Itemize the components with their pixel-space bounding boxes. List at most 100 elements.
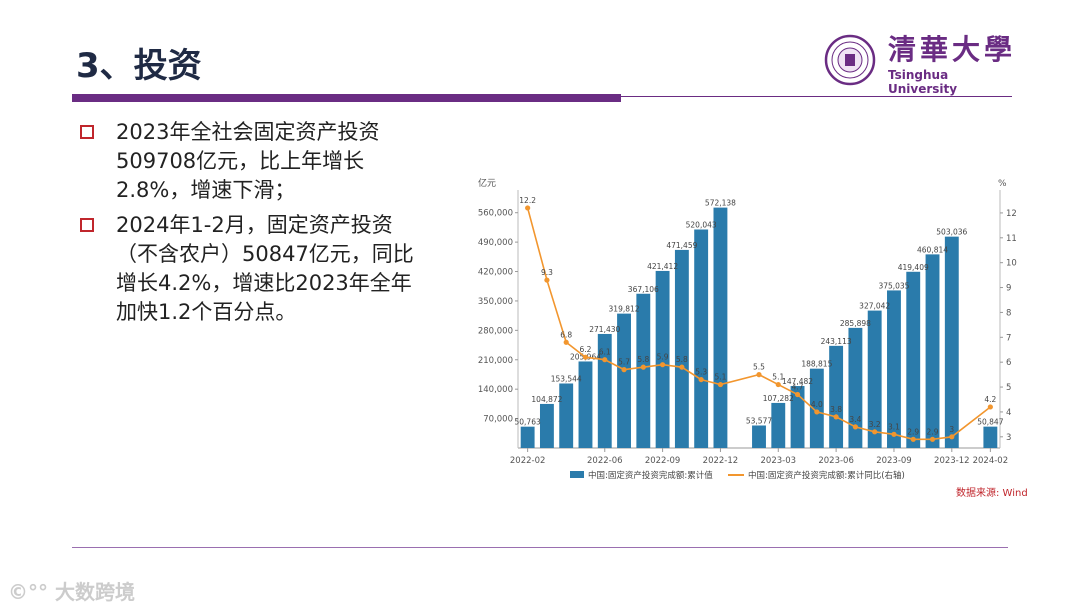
bar-value-label: 503,036	[936, 228, 967, 237]
bar-value-label: 327,042	[859, 302, 890, 311]
line-value-label: 4.2	[984, 395, 996, 404]
left-tick-label: 420,000	[478, 268, 513, 278]
line-point	[891, 431, 897, 437]
line-value-label: 6.8	[560, 330, 572, 339]
left-axis-unit: 亿元	[478, 177, 496, 189]
bar-value-label: 50,847	[977, 418, 1003, 427]
bar-value-label: 243,113	[821, 337, 852, 346]
line-value-label: 3.1	[888, 422, 900, 431]
line-point	[852, 424, 858, 430]
line-value-label: 5.1	[714, 373, 726, 382]
bar-value-label: 53,577	[746, 416, 772, 425]
x-tick-label: 2022-12	[703, 456, 739, 466]
line-value-label: 5.9	[657, 353, 669, 362]
line-value-label: 3.4	[849, 415, 861, 424]
left-tick-label: 70,000	[483, 415, 513, 425]
left-tick-label: 280,000	[478, 326, 513, 336]
line-value-label: 3	[949, 425, 954, 434]
bar	[578, 361, 593, 448]
bar-value-label: 471,459	[666, 241, 697, 250]
legend-line-label: 中国:固定资产投资完成额:累计同比(右轴)	[748, 470, 905, 481]
line-point	[717, 381, 724, 388]
bar	[809, 368, 824, 448]
line-value-label: 12.2	[519, 196, 536, 205]
line-point	[525, 205, 531, 211]
right-axis-unit: %	[998, 179, 1007, 189]
bar	[539, 403, 554, 448]
line-value-label: 5.3	[695, 368, 707, 377]
bullet-text: 2023年全社会固定资产投资509708亿元，比上年增长2.8%，增速下滑；	[116, 120, 380, 202]
slide-title: 3、投资	[76, 46, 202, 86]
title-divider-thin	[621, 96, 1012, 97]
line-point	[679, 364, 685, 370]
line-point	[602, 357, 608, 363]
bar-value-label: 367,106	[628, 285, 659, 294]
x-tick-label: 2023-12	[934, 456, 970, 466]
title-divider-thick	[72, 94, 621, 102]
bar	[617, 313, 631, 448]
line-value-label: 3.8	[830, 405, 842, 414]
line-point	[775, 381, 781, 388]
watermark: ©°° 大数跨境	[8, 576, 135, 605]
left-tick-label: 560,000	[478, 209, 513, 219]
data-source: 数据来源: Wind	[956, 488, 1028, 499]
line-value-label: 4.7	[792, 383, 804, 392]
left-tick-label: 210,000	[478, 356, 513, 366]
right-tick-label: 9	[1006, 284, 1011, 294]
bar-value-label: 104,872	[531, 395, 562, 404]
x-tick-label: 2023-06	[818, 456, 854, 466]
bullet-item: 2024年1-2月，固定资产投资（不含农户）50847亿元，同比增长4.2%，增…	[80, 211, 425, 327]
bar-value-label: 419,409	[898, 263, 929, 272]
line-value-label: 5.7	[618, 358, 630, 367]
bullet-text: 2024年1-2月，固定资产投资（不含农户）50847亿元，同比增长4.2%，增…	[116, 213, 414, 324]
x-tick-label: 2023-03	[761, 456, 797, 466]
line-value-label: 2.9	[927, 427, 939, 436]
bullet-item: 2023年全社会固定资产投资509708亿元，比上年增长2.8%，增速下滑；	[80, 118, 425, 205]
bar-value-label: 271,430	[589, 325, 620, 334]
watermark-logo-icon: ©°°	[8, 580, 48, 604]
bar	[752, 425, 766, 448]
line-value-label: 2.9	[907, 427, 919, 436]
footer-divider	[72, 547, 1008, 548]
bar-value-label: 107,282	[763, 394, 794, 403]
left-tick-label: 140,000	[478, 385, 513, 395]
bar-value-label: 520,043	[686, 220, 717, 229]
line-point	[910, 436, 916, 442]
line-point	[660, 362, 666, 368]
line-point	[621, 367, 627, 373]
bar-value-label: 188,815	[801, 360, 832, 369]
bar-value-label: 572,138	[705, 199, 736, 208]
university-seal-icon	[824, 34, 876, 86]
logo-chinese-name: 清華大學	[888, 33, 1017, 66]
bar	[559, 383, 574, 448]
legend-bar-swatch	[570, 471, 584, 478]
line-value-label: 4.0	[811, 400, 823, 409]
bar	[636, 293, 651, 448]
yoy-growth-line	[526, 207, 991, 441]
line-value-label: 9.3	[541, 268, 553, 277]
bar	[829, 345, 844, 448]
line-value-label: 5.5	[753, 363, 765, 372]
line-value-label: 3.2	[869, 420, 881, 429]
bar-value-label: 285,898	[840, 319, 871, 328]
bullet-square-icon	[80, 218, 94, 232]
bar	[944, 236, 959, 448]
bar	[713, 207, 728, 448]
bullet-square-icon	[80, 125, 94, 139]
university-logo: 清華大學 Tsinghua University	[820, 33, 1020, 96]
bar	[674, 249, 689, 448]
line-point	[756, 372, 762, 378]
bar	[906, 271, 921, 448]
line-value-label: 6.2	[580, 345, 592, 354]
right-tick-label: 3	[1006, 433, 1011, 443]
line-point	[640, 364, 646, 370]
bar	[520, 426, 535, 448]
right-tick-label: 6	[1006, 358, 1011, 368]
line-point	[698, 376, 704, 383]
bar	[694, 229, 709, 448]
bar	[597, 333, 612, 448]
line-point	[987, 404, 993, 410]
line-value-label: 6.1	[599, 348, 611, 357]
bar	[655, 270, 670, 448]
line-point	[544, 277, 550, 283]
